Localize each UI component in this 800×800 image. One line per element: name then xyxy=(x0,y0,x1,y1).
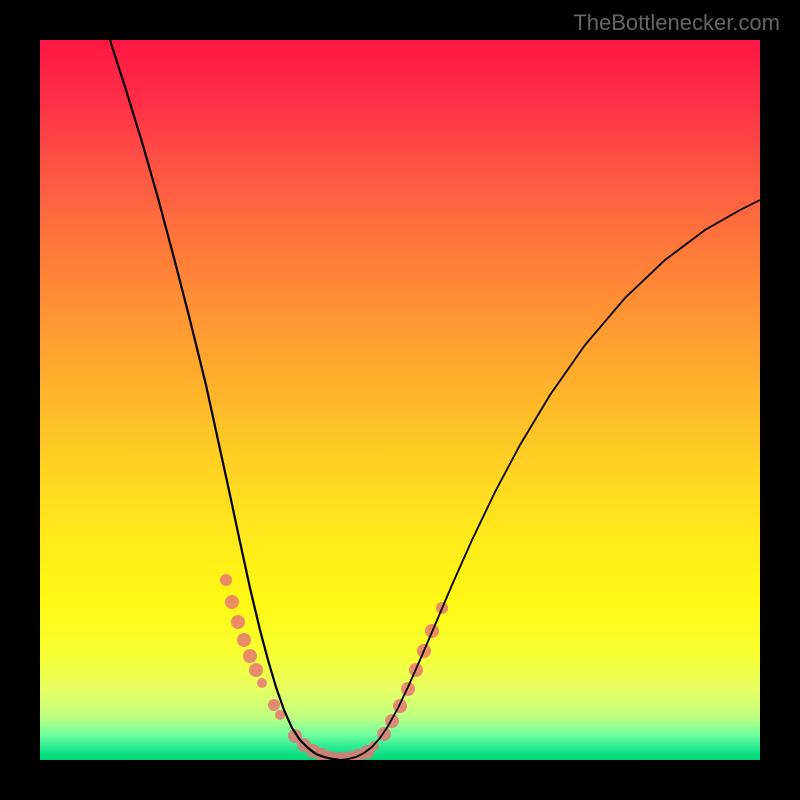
right-curve xyxy=(340,200,760,760)
watermark-text: TheBottlenecker.com xyxy=(573,10,780,36)
left-curve xyxy=(110,40,340,760)
curves-overlay xyxy=(40,40,760,760)
chart-area xyxy=(40,40,760,760)
